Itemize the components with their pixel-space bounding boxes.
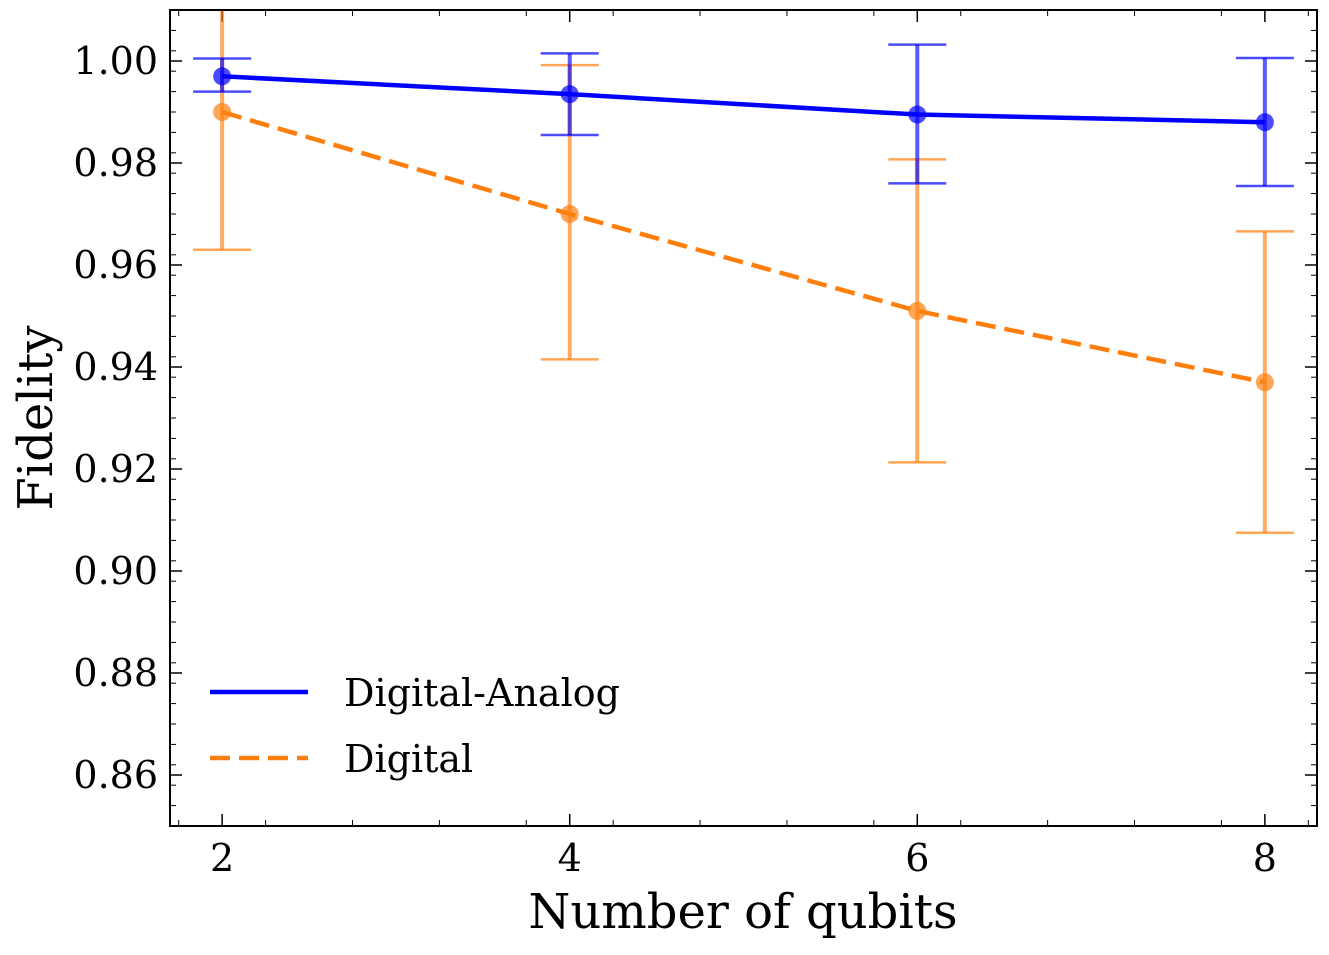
y-tick-label: 0.96 (73, 243, 158, 287)
axis-ticks (170, 9, 1317, 827)
legend: Digital-Analog Digital (210, 671, 620, 781)
y-tick-label: 0.86 (73, 753, 158, 797)
data-point-digital (1255, 373, 1274, 392)
y-axis-label: Fidelity (8, 326, 64, 511)
series-line-digital-analog (222, 74, 1265, 125)
y-tick-label: 1.00 (73, 39, 158, 83)
y-tick-label: 0.98 (73, 141, 158, 185)
x-tick-label: 8 (1253, 836, 1277, 880)
data-point-digital-analog (560, 85, 579, 104)
data-point-digital-analog (213, 67, 232, 86)
series-digital-analog (193, 43, 1294, 188)
y-tick-labels: 0.86 0.88 0.90 0.92 0.94 0.96 0.98 1.00 (73, 39, 158, 797)
series-digital (193, 10, 1294, 534)
y-tick-label: 0.88 (73, 651, 158, 695)
data-point-digital-analog (1255, 113, 1274, 132)
x-tick-label: 4 (558, 836, 582, 880)
y-tick-label: 0.92 (73, 447, 158, 491)
plot-area (193, 10, 1294, 534)
y-tick-label: 0.94 (73, 345, 158, 389)
data-point-digital (560, 205, 579, 223)
series-line-digital (221, 109, 1266, 385)
data-point-digital (213, 103, 232, 121)
x-tick-label: 6 (905, 836, 929, 880)
data-point-digital-analog (908, 105, 927, 124)
x-tick-label: 2 (210, 836, 234, 880)
legend-label-digital: Digital (344, 737, 473, 781)
x-tick-labels: 2 4 6 8 (210, 836, 1277, 880)
plot-frame (169, 9, 1318, 827)
legend-label-digital-analog: Digital-Analog (344, 671, 620, 715)
y-tick-label: 0.90 (73, 549, 158, 593)
data-point-digital (908, 301, 927, 320)
x-axis-label: Number of qubits (528, 884, 957, 940)
